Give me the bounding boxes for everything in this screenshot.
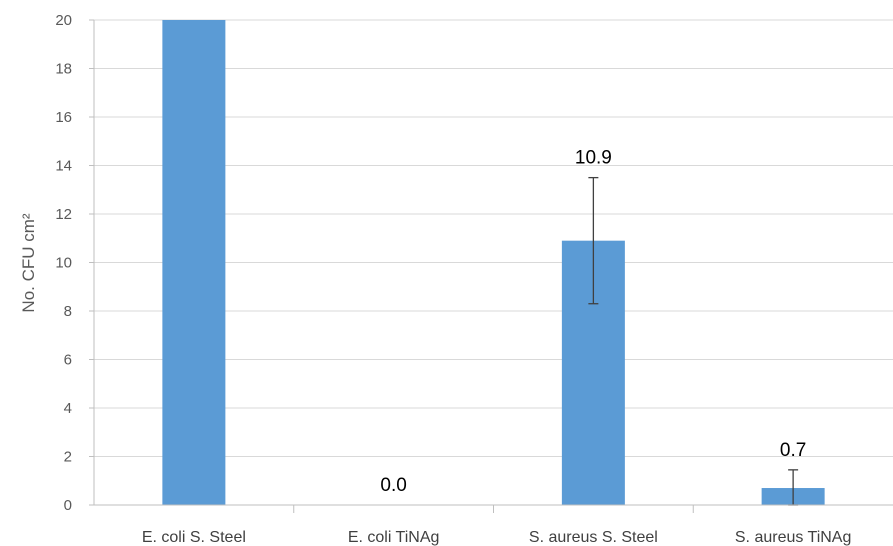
y-tick-labels: 0 2 4 6 8 10 12 14 16 18 20: [55, 12, 94, 514]
category-label: E. coli TiNAg: [348, 529, 440, 546]
y-tick-label: 16: [55, 109, 72, 126]
y-tick-label: 4: [64, 400, 72, 417]
error-bars: [588, 176, 799, 506]
y-axis-title: No. CFU cm²: [19, 213, 38, 313]
category-label: S. aureus TiNAg: [735, 529, 852, 546]
data-labels: 0.0 10.9 0.7: [380, 148, 806, 496]
y-tick-label: 20: [55, 12, 72, 29]
bar: [162, 20, 226, 505]
category-labels: E. coli S. Steel E. coli TiNAg S. aureus S…: [142, 529, 852, 546]
y-tick-label: 8: [64, 303, 72, 320]
category-label: E. coli S. Steel: [142, 529, 246, 546]
bars: [162, 20, 825, 506]
y-tick-label: 14: [55, 158, 72, 175]
data-label: 10.9: [575, 148, 612, 169]
y-tick-label: 0: [64, 497, 72, 514]
x-category-ticks: [293, 505, 694, 513]
gridlines: [94, 19, 893, 457]
y-tick-label: 2: [64, 449, 72, 466]
y-tick-label: 10: [55, 255, 72, 272]
y-tick-label: 18: [55, 61, 72, 78]
y-tick-label: 12: [55, 206, 72, 223]
y-tick-label: 6: [64, 352, 72, 369]
category-label: S. aureus S. Steel: [529, 529, 658, 546]
data-label: 0.0: [380, 475, 406, 496]
data-label: 0.7: [780, 440, 806, 461]
